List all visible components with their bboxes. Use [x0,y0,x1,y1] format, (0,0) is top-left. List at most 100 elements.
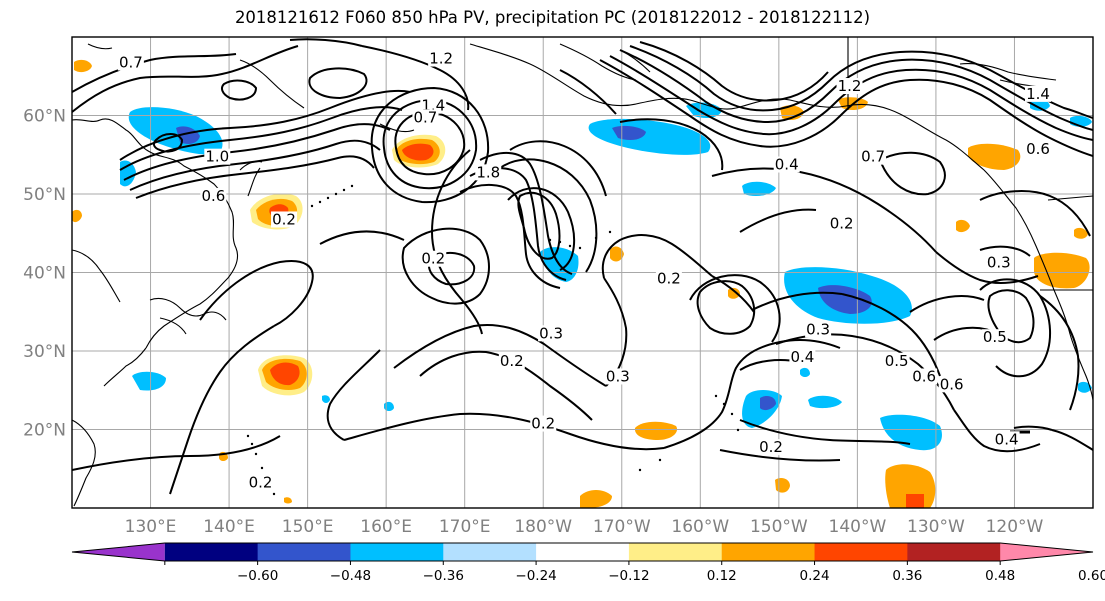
lat-tick-label: 50°N [23,185,66,205]
contour-label-bg [911,368,938,385]
lon-tick-label: 130°E [125,517,177,537]
shade-neg [128,107,223,155]
colorbar-tick-label: 0.48 [985,568,1015,584]
shade-pos [610,246,624,262]
lon-tick-label: 180°W [514,517,572,537]
lon-tick-label: 150°W [750,517,808,537]
shade-pos [270,362,300,386]
contour-label: 0.7 [413,108,437,126]
shade-neg [760,396,776,411]
colorbar-swatch [164,543,259,561]
contour-label: 0.2 [249,473,273,491]
colorbar-swatch [350,543,444,561]
precipitation-shading [72,59,1092,508]
colorbar: −0.60 −0.48 −0.36 −0.24 −0.12 0.12 0.24 0.36 0.4… [71,542,1105,584]
colorbar-extend-high [1000,543,1093,561]
contour-label: 1.2 [429,50,453,68]
contour-label-bg [604,368,631,385]
shade-pos [1074,227,1088,239]
shade-neg [880,414,942,451]
contour-label: 0.5 [885,352,909,370]
shade-pos [1034,252,1090,289]
shade-neg [612,125,646,140]
lon-tick-label: 150°E [282,517,334,537]
contour-label: 0.2 [657,269,681,287]
contour-label-bg [428,50,455,67]
contour-label-bg [828,215,855,232]
lon-tick-label: 140°E [203,517,255,537]
lat-tick-label: 30°N [23,342,66,362]
lon-tick-label: 130°W [907,517,965,537]
colorbar-extend-low [72,543,165,561]
contour-label-bg [836,78,863,95]
contour-label-bg [420,250,447,267]
contour-label-bg [271,211,298,228]
contour-label-bg [655,270,682,287]
contour-label: 0.3 [539,324,563,342]
shade-pos [780,105,804,120]
shade-pos [956,219,970,233]
shade-pos [906,494,924,508]
contour-label-bg [805,321,832,338]
shade-pos [634,421,678,440]
shade-neg [384,401,394,411]
contour-label: 0.7 [861,148,885,166]
colorbar-tick-label: 0.12 [707,568,737,584]
contour-label: 0.4 [995,430,1019,448]
contour-label: 1.2 [838,77,862,95]
shade-neg [742,181,776,196]
lon-tick-label: 120°W [986,517,1044,537]
contour-label-bg [1025,85,1052,102]
contour-label: 0.3 [606,367,630,385]
lon-tick-label: 170°E [439,517,491,537]
contour-label: 1.8 [476,163,500,181]
contour-labels: 0.7 1.2 1.4 0.7 1.0 0.6 0.2 1.8 0.2 0.2 0.3 0.2 0.3 0… [117,50,1052,491]
shade-neg [800,367,810,377]
contour-label-bg [883,352,910,369]
lon-tick-label: 160°E [360,517,412,537]
colorbar-tick-label: 0.60 [1078,568,1105,584]
contour-label: 1.0 [205,148,229,166]
shade-pos [968,143,1021,170]
contour-label: 0.2 [500,352,524,370]
contour-label: 0.6 [912,367,936,385]
contour-label-bg [938,376,965,393]
plot-frame [71,36,1094,509]
contour-label: 0.2 [421,250,445,268]
shade-pos [284,497,292,504]
contour-label: 0.3 [806,320,830,338]
contour-label: 0.7 [119,53,143,71]
contour-label-bg [475,164,502,181]
colorbar-tick-label: −0.36 [423,568,464,584]
shade-neg [588,118,711,155]
shade-neg [1078,381,1092,393]
shade-pos [728,287,740,299]
contour-label-bg [985,254,1012,271]
lon-tick-label: 160°W [671,517,729,537]
contour-label: 1.4 [1026,85,1050,103]
contour-label-bg [412,109,439,126]
colorbar-swatch [443,543,537,561]
pv-contours [72,38,1093,495]
colorbar-tick-label: −0.48 [330,568,371,584]
colorbar-swatch [628,543,723,561]
contour-label-bg [757,439,784,456]
colorbar-swatch [814,543,908,561]
colorbar-swatch [907,543,1001,561]
colorbar-tick-label: −0.60 [237,568,278,584]
contour-label: 0.5 [983,328,1007,346]
shade-pos [402,143,434,161]
contour-label-bg [1025,140,1052,157]
lat-tick-label: 40°N [23,264,66,284]
lon-tick-label: 170°W [593,517,651,537]
colorbar-tick-label: −0.24 [515,568,556,584]
contour-label: 0.6 [940,375,964,393]
shade-neg [808,395,842,409]
colorbar-tick-label: 0.36 [892,568,922,584]
contour-label: 0.6 [201,187,225,205]
longitude-tick-labels: 130°E 140°E 150°E 160°E 170°E 180°W 170°W 160°W… [125,517,1044,537]
contour-label-bg [981,329,1008,346]
lat-tick-label: 60°N [23,107,66,127]
colorbar-swatch [536,543,630,561]
